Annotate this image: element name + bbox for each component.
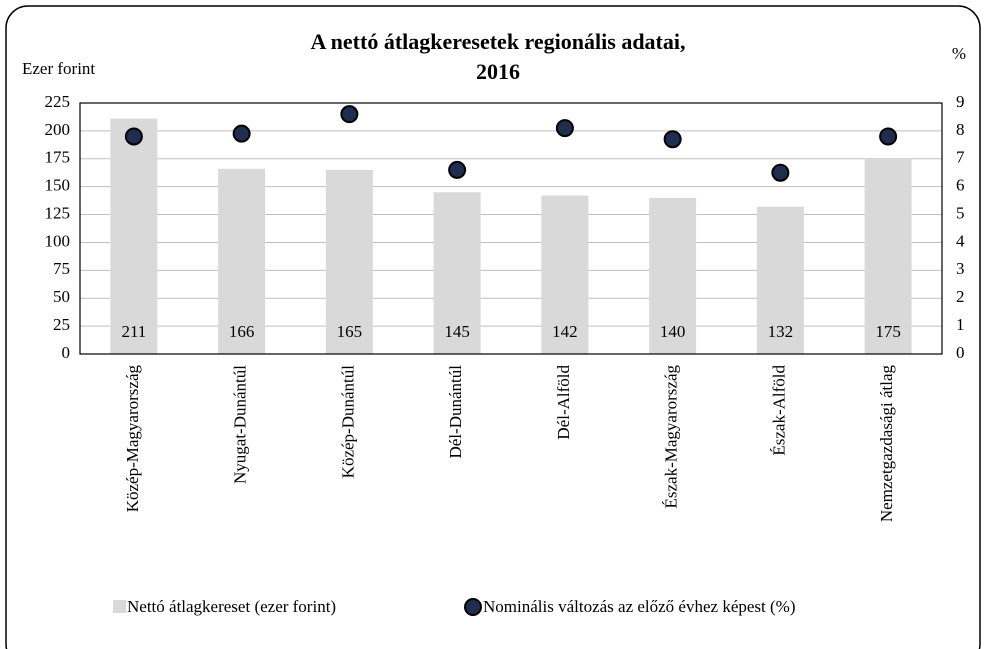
y2-tick-label: 5 — [956, 203, 965, 222]
bar — [433, 192, 481, 354]
x-tick-label: Dél-Alföld — [554, 365, 573, 440]
plot-border — [79, 102, 943, 355]
x-tick-label: Észak-Magyarország — [662, 365, 681, 509]
legend-label: Nominális változás az előző évhez képest… — [483, 597, 795, 616]
bar — [218, 168, 266, 354]
x-tick-label: Nemzetgazdasági átlag — [877, 365, 896, 523]
y2-tick-label: 1 — [956, 315, 965, 334]
y-tick-label: 175 — [45, 148, 71, 167]
y-tick-label: 225 — [45, 92, 71, 111]
data-label: 165 — [337, 322, 363, 341]
chart-title: 2016 — [476, 59, 520, 84]
dot — [340, 105, 359, 124]
data-label: 132 — [768, 322, 794, 341]
data-label: 140 — [660, 322, 686, 341]
y2-tick-label: 8 — [956, 120, 965, 139]
x-tick-label: Nyugat-Dunántúl — [231, 365, 250, 484]
data-label: 142 — [552, 322, 578, 341]
y-tick-label: 75 — [53, 259, 70, 278]
x-tick-label: Közép-Magyarország — [123, 365, 142, 513]
x-tick-label: Dél-Dunántúl — [446, 365, 465, 459]
legend-marker — [113, 600, 126, 613]
data-label: 166 — [229, 322, 255, 341]
dot — [232, 124, 251, 143]
y-tick-label: 125 — [45, 203, 71, 222]
bar — [864, 158, 912, 354]
bar — [110, 118, 158, 355]
x-tick-label: Közép-Dunántúl — [338, 365, 357, 479]
y2-tick-label: 2 — [956, 287, 965, 306]
bar — [649, 197, 697, 354]
chart-title: A nettó átlagkeresetek regionális adatai… — [311, 29, 686, 54]
y-tick-label: 50 — [53, 287, 70, 306]
dot — [448, 160, 467, 179]
dot — [879, 127, 898, 146]
y-tick-label: 0 — [62, 343, 71, 362]
bar — [325, 169, 373, 354]
y2-tick-label: 4 — [956, 231, 965, 250]
legend-label: Nettó átlagkereset (ezer forint) — [127, 597, 336, 616]
data-label: 211 — [121, 322, 146, 341]
y2-tick-label: 6 — [956, 176, 965, 195]
data-label: 175 — [875, 322, 901, 341]
dot — [663, 130, 682, 149]
data-label: 145 — [444, 322, 470, 341]
x-tick-label: Észak-Alföld — [769, 365, 788, 456]
y2-axis-label: % — [952, 44, 966, 63]
dot — [555, 119, 574, 138]
legend-marker — [464, 598, 482, 616]
y-axis-label: Ezer forint — [22, 59, 95, 78]
y-tick-label: 150 — [45, 176, 71, 195]
dot — [771, 163, 790, 182]
y2-tick-label: 7 — [956, 148, 965, 167]
y2-tick-label: 3 — [956, 259, 965, 278]
y-tick-label: 100 — [45, 231, 71, 250]
y-tick-label: 25 — [53, 315, 70, 334]
y2-tick-label: 0 — [956, 343, 965, 362]
bar — [756, 206, 804, 354]
chart-frame — [5, 5, 981, 649]
y-tick-label: 200 — [45, 120, 71, 139]
dot — [124, 127, 143, 146]
bar — [541, 195, 589, 354]
y2-tick-label: 9 — [956, 92, 965, 111]
